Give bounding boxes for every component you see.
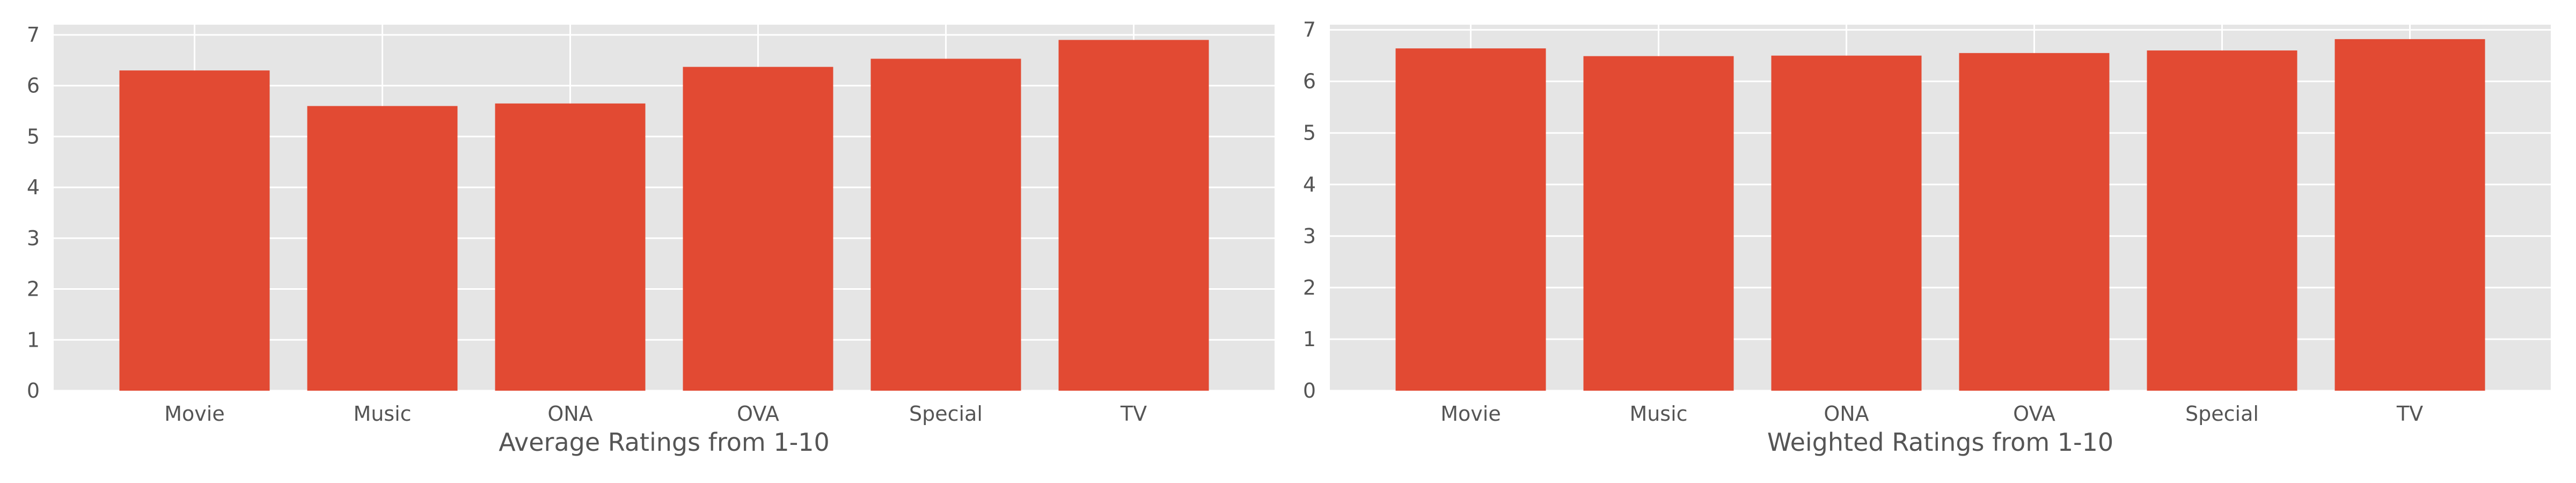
- y-tick-label: 0: [27, 379, 40, 402]
- y-tick-label: 1: [1303, 327, 1316, 351]
- y-tick-label: 3: [1303, 224, 1316, 248]
- x-tick-label: Special: [2185, 402, 2259, 426]
- x-tick-label: TV: [2396, 402, 2423, 426]
- x-axis-title: Weighted Ratings from 1-10: [1767, 428, 2113, 457]
- bar-tv: [2334, 39, 2485, 391]
- bar-special: [870, 58, 1021, 391]
- x-tick-label: ONA: [1824, 402, 1869, 426]
- x-tick-label: OVA: [737, 402, 779, 426]
- x-tick-label: Music: [1629, 402, 1687, 426]
- y-tick-label: 6: [1303, 70, 1316, 93]
- bar-special: [2147, 50, 2297, 391]
- y-tick-label: 1: [27, 328, 40, 352]
- y-tick-label: 4: [1303, 173, 1316, 196]
- y-tick-label: 3: [27, 226, 40, 250]
- bar-ova: [1959, 53, 2110, 391]
- y-tick-label: 7: [1303, 18, 1316, 42]
- x-axis-title: Average Ratings from 1-10: [499, 428, 830, 457]
- y-tick-label: 6: [27, 74, 40, 98]
- y-tick-label: 5: [1303, 121, 1316, 145]
- y-tick-label: 5: [27, 125, 40, 148]
- bar-ona: [495, 103, 646, 391]
- y-tick-label: 0: [1303, 379, 1316, 402]
- x-tick-label: Special: [909, 402, 983, 426]
- bar-music: [1583, 56, 1734, 391]
- weighted-ratings-chart: 0 1 2 3 4 5 6 7 Movie Music ONA OVA Special TV Weighte…: [1303, 18, 2551, 457]
- bar-movie: [119, 70, 270, 391]
- y-tick-label: 2: [1303, 276, 1316, 299]
- x-tick-label: Movie: [164, 402, 224, 426]
- bar-ova: [683, 67, 833, 391]
- x-tick-label: Movie: [1440, 402, 1501, 426]
- bar-tv: [1058, 40, 1209, 391]
- x-tick-label: ONA: [547, 402, 592, 426]
- bar-ona: [1771, 55, 1922, 391]
- x-tick-label: TV: [1120, 402, 1147, 426]
- y-tick-label: 4: [27, 175, 40, 199]
- y-tick-label: 2: [27, 277, 40, 301]
- bar-movie: [1395, 48, 1546, 391]
- x-tick-label: OVA: [2013, 402, 2055, 426]
- average-ratings-chart: 0 1 2 3 4 5 6 7 Movie Music ONA OVA Special TV Average…: [27, 23, 1275, 457]
- bar-music: [307, 106, 458, 391]
- y-tick-label: 7: [27, 23, 40, 47]
- x-tick-label: Music: [353, 402, 411, 426]
